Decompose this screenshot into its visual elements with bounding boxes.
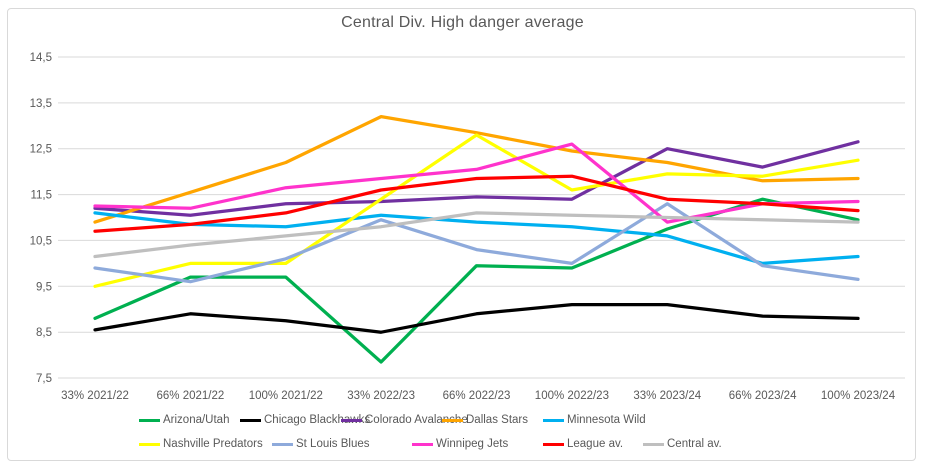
- x-tick-label: 33% 2022/23: [347, 390, 415, 402]
- y-tick-label: 14,5: [30, 52, 52, 64]
- y-tick-label: 12,5: [30, 144, 52, 156]
- x-tick-label: 100% 2023/24: [821, 390, 896, 402]
- y-tick-label: 11,5: [30, 190, 52, 202]
- series-line-central-av: [93, 211, 860, 259]
- series-line-nashville-predators: [93, 133, 860, 288]
- chart-frame: [7, 8, 916, 461]
- x-tick-label: 66% 2021/22: [157, 390, 225, 402]
- y-tick-label: 10,5: [30, 235, 52, 247]
- x-tick-label: 33% 2021/22: [61, 390, 129, 402]
- series-line-chicago-blackhawks: [93, 302, 860, 334]
- y-tick-label: 8,5: [36, 327, 52, 339]
- y-tick-label: 13,5: [30, 98, 52, 110]
- x-tick-label: 66% 2022/23: [443, 390, 511, 402]
- series-line-minnesota-wild: [93, 211, 860, 266]
- x-tick-label: 66% 2023/24: [729, 390, 797, 402]
- x-tick-label: 33% 2023/24: [633, 390, 701, 402]
- x-tick-label: 100% 2022/23: [535, 390, 609, 402]
- y-tick-label: 9,5: [36, 281, 52, 293]
- line-plot: 14,5 13,5 12,5 11,5 10,5 9,5 8,5 7,5 33% 2021/22…: [30, 52, 905, 402]
- series-line-winnipeg-jets: [93, 142, 860, 224]
- chart-title: Central Div. High danger average: [341, 14, 584, 31]
- y-tick-label: 7,5: [36, 373, 52, 385]
- series-line-league-av: [93, 174, 860, 233]
- series-line-colorado-avalanche: [93, 140, 860, 217]
- series-line-st-louis-blues: [93, 202, 860, 284]
- x-tick-label: 100% 2021/22: [249, 390, 323, 402]
